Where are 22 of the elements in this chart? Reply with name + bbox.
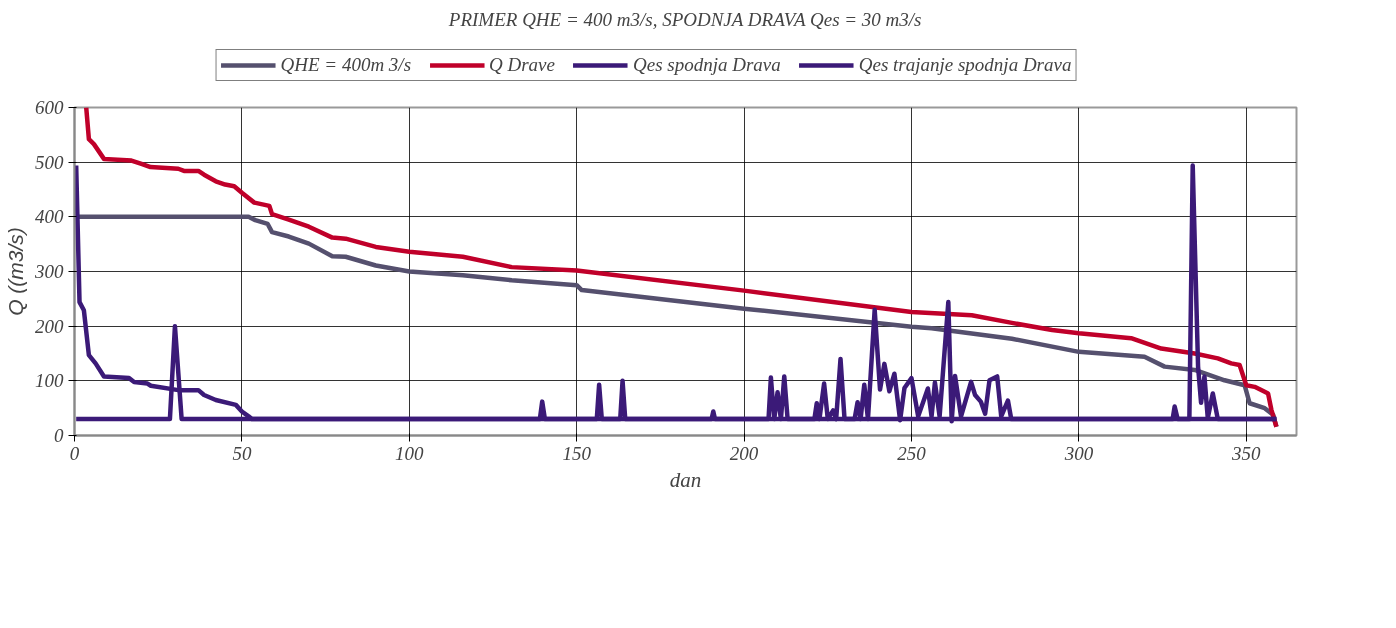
y-tick-label: 500 [35, 151, 64, 173]
legend-label: Qes trajanje spodnja Drava [858, 54, 1072, 76]
chart-title: PRIMER QHE = 400 m3/s, SPODNJA DRAVA Qes = 30 m3/s [447, 8, 922, 30]
y-axis-title: Q ((m3/s) [4, 227, 27, 316]
y-tick-label: 300 [34, 261, 64, 282]
x-axis-title: dan [669, 467, 702, 492]
x-tick-label: 300 [1063, 442, 1094, 464]
y-tick-label: 400 [35, 206, 64, 228]
x-tick-label: 0 [69, 442, 80, 464]
y-tick-label: 200 [35, 315, 64, 337]
legend-label: Qes spodnja Drava [632, 54, 781, 76]
legend-label: QHE = 400m 3/s [280, 54, 412, 76]
legend-label: Q Drave [489, 54, 555, 76]
y-tick-label: 0 [54, 425, 64, 446]
x-tick-label: 100 [395, 442, 425, 464]
x-tick-label: 150 [562, 442, 592, 464]
x-tick-label: 250 [897, 442, 927, 464]
y-tick-label: 600 [35, 97, 64, 118]
x-tick-label: 50 [232, 442, 252, 464]
x-tick-label: 350 [1231, 442, 1262, 464]
x-tick-label: 200 [729, 442, 759, 464]
y-tick-label: 100 [35, 370, 64, 392]
